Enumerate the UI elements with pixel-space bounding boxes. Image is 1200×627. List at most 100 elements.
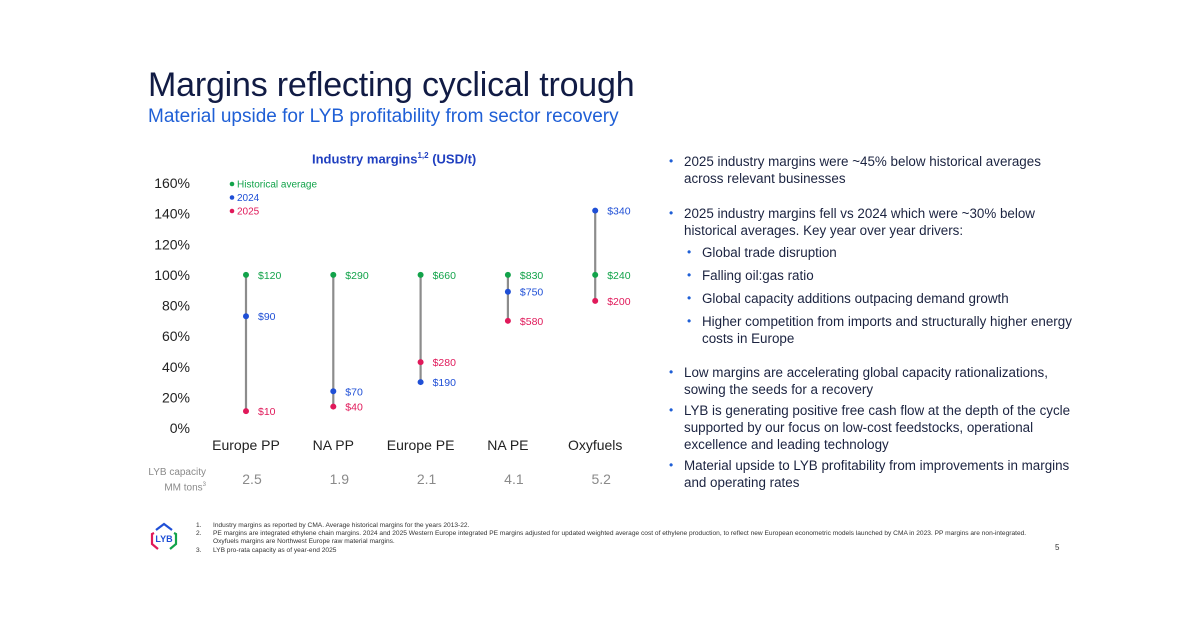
data-label: $280 xyxy=(433,357,457,369)
data-label: $120 xyxy=(258,270,282,282)
legend-label: 2024 xyxy=(237,193,260,204)
x-category-label: Oxyfuels xyxy=(568,437,622,453)
legend-marker xyxy=(229,195,235,200)
data-label: $340 xyxy=(607,206,631,218)
legend-marker xyxy=(229,208,235,214)
marker-historical-average xyxy=(243,271,249,278)
chart-title-superscript: 1,2 xyxy=(417,151,429,160)
capacity-value: 5.2 xyxy=(591,471,611,487)
bullet-dot-icon: • xyxy=(687,314,692,328)
marker-2025 xyxy=(504,317,511,324)
footnote-item: 1. Industry margins as reported by CMA. A… xyxy=(196,522,1046,530)
x-category-label: NA PP xyxy=(313,437,354,453)
footnote-item: 2. PE margins are integrated ethylene cha… xyxy=(196,530,1046,546)
page-number: 5 xyxy=(1055,543,1060,552)
data-label: $660 xyxy=(433,270,457,282)
footnote-text: LYB pro-rata capacity as of year-end 202… xyxy=(213,546,337,554)
footnote-number: 1. xyxy=(196,522,202,529)
logo-right-bracket xyxy=(169,532,178,550)
bullet-dot-icon: • xyxy=(669,403,674,417)
sub-bullet-text: Global trade disruption xyxy=(702,245,837,260)
data-label: $40 xyxy=(345,402,363,414)
sub-bullet-item: • Global capacity additions outpacing dem… xyxy=(668,290,1078,307)
logo-left-bracket xyxy=(150,532,159,550)
marker-historical-average xyxy=(592,271,599,278)
chart-title-units: (USD/t) xyxy=(432,151,477,167)
bullet-dot-icon: • xyxy=(669,154,674,168)
bullet-dot-icon: • xyxy=(687,268,692,282)
chart-title: Industry margins1,2 (USD/t) xyxy=(312,151,476,166)
data-label: $580 xyxy=(520,316,544,328)
sub-bullet-item: • Higher competition from imports and str… xyxy=(668,313,1078,347)
y-tick-label: 120% xyxy=(154,236,190,252)
x-category-label: Europe PE xyxy=(387,437,455,453)
x-category-label: NA PE xyxy=(487,437,528,453)
sub-bullet-text: Falling oil:gas ratio xyxy=(702,268,814,283)
y-tick-label: 40% xyxy=(162,359,190,375)
marker-historical-average xyxy=(330,271,337,278)
bullet-item: • Low margins are accelerating global cap… xyxy=(668,364,1078,398)
bullet-item: • 2025 industry margins were ~45% below h… xyxy=(668,153,1078,187)
x-category-label: Europe PP xyxy=(212,437,280,453)
y-tick-label: 160% xyxy=(154,175,190,191)
legend-label: Historical average xyxy=(237,180,317,191)
sub-bullet-text: Global capacity additions outpacing dema… xyxy=(702,291,1009,306)
data-label: $200 xyxy=(607,296,631,308)
data-label: $70 xyxy=(345,386,363,398)
footnote-text: Industry margins as reported by CMA. Ave… xyxy=(213,522,470,529)
sub-bullet-text: Higher competition from imports and stru… xyxy=(702,314,1072,346)
sub-bullet-item: • Global trade disruption xyxy=(668,244,1078,261)
data-label: $10 xyxy=(258,406,276,418)
data-label: $190 xyxy=(433,377,457,389)
sub-bullet-item: • Falling oil:gas ratio xyxy=(668,267,1078,284)
y-tick-label: 60% xyxy=(162,328,190,344)
bullet-text: 2025 industry margins were ~45% below hi… xyxy=(684,154,1041,186)
capacity-value: 4.1 xyxy=(504,471,524,487)
bullet-item: • Material upside to LYB profitability fr… xyxy=(668,457,1078,491)
marker-2024 xyxy=(592,207,599,214)
footnote-item: 3. LYB pro-rata capacity as of year-end 2… xyxy=(196,547,1046,555)
bullet-dot-icon: • xyxy=(669,206,674,220)
bullet-item: • LYB is generating positive free cash fl… xyxy=(668,402,1078,453)
capacity-value: 1.9 xyxy=(330,471,350,487)
footnote-text: PE margins are integrated ethylene chain… xyxy=(213,530,1027,546)
marker-historical-average xyxy=(417,271,424,278)
bullet-dot-icon: • xyxy=(687,291,692,305)
data-label: $830 xyxy=(520,270,544,282)
bullet-text: Material upside to LYB profitability fro… xyxy=(684,458,1070,490)
capacity-label-line2: MM tons xyxy=(164,482,203,494)
legend-label: 2025 xyxy=(237,207,260,218)
capacity-value: 2.5 xyxy=(242,471,262,487)
marker-2025 xyxy=(592,297,599,304)
bullet-dot-icon: • xyxy=(669,365,674,379)
marker-2025 xyxy=(243,408,249,415)
legend-marker xyxy=(229,181,235,187)
y-tick-label: 20% xyxy=(162,389,190,405)
footnote-number: 2. xyxy=(196,530,202,538)
marker-2024 xyxy=(504,288,511,295)
lyb-logo: LYB xyxy=(150,522,178,550)
y-tick-label: 80% xyxy=(162,298,190,314)
bullet-item: • 2025 industry margins fell vs 2024 whic… xyxy=(668,205,1078,239)
bullet-dot-icon: • xyxy=(669,458,674,472)
capacity-label-superscript: 3 xyxy=(202,482,206,488)
logo-text: LYB xyxy=(155,534,173,544)
bullet-text: Low margins are accelerating global capa… xyxy=(684,365,1048,397)
bullet-dot-icon: • xyxy=(687,245,692,259)
y-tick-label: 0% xyxy=(170,420,190,436)
bullet-text: LYB is generating positive free cash flo… xyxy=(684,403,1071,452)
logo-top-chevron xyxy=(155,522,173,531)
bullet-list: • 2025 industry margins were ~45% below h… xyxy=(668,153,1078,491)
marker-historical-average xyxy=(504,271,511,278)
marker-2024 xyxy=(417,379,424,386)
footnote-number: 3. xyxy=(196,546,202,554)
chart-title-text: Industry margins xyxy=(312,151,418,167)
data-label: $750 xyxy=(520,287,544,299)
marker-2025 xyxy=(417,359,424,366)
footnotes: 1. Industry margins as reported by CMA. A… xyxy=(196,522,1046,555)
data-label: $290 xyxy=(345,270,369,282)
y-tick-label: 140% xyxy=(154,206,190,222)
capacity-label-line1: LYB capacity xyxy=(148,467,206,478)
data-label: $90 xyxy=(258,311,276,323)
marker-2024 xyxy=(243,313,249,320)
